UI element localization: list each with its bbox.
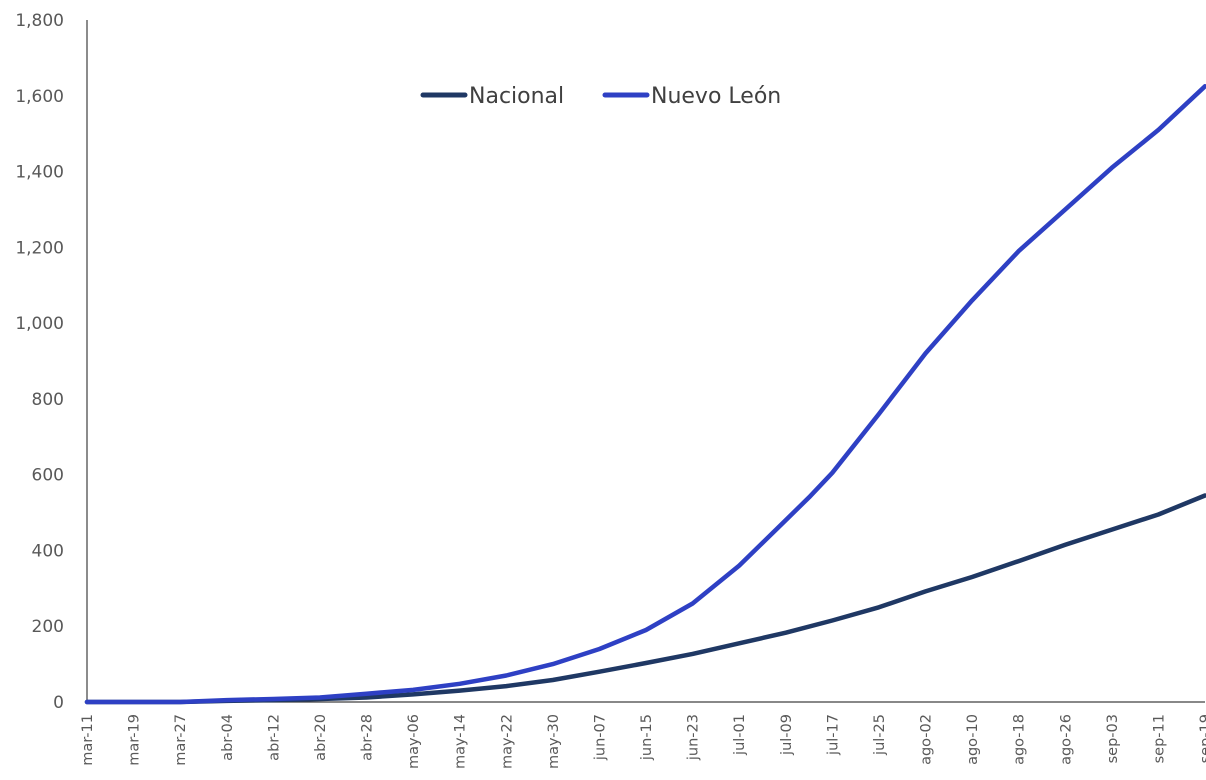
legend-label: Nuevo León xyxy=(651,84,781,109)
x-tick-label: sep-11 xyxy=(1151,714,1167,763)
x-tick-label: mar-27 xyxy=(173,714,189,766)
x-tick-label: ago-02 xyxy=(919,714,935,765)
y-tick-label: 1,000 xyxy=(15,314,64,334)
x-tick-label: jul-25 xyxy=(872,714,888,756)
x-tick-label: jun-07 xyxy=(592,714,608,761)
y-tick-label: 1,200 xyxy=(15,238,64,258)
y-axis: 0 200 400 600 800 1,000 1,200 1,400 1,600 1,800 xyxy=(15,11,88,713)
x-tick-label: abr-20 xyxy=(313,714,329,761)
x-tick-label: abr-28 xyxy=(360,714,376,761)
x-axis: mar-11 mar-19 mar-27 abr-04 abr-12 abr-20 abr-… xyxy=(80,701,1206,769)
y-tick-label: 400 xyxy=(32,541,64,561)
x-tick-label: jun-15 xyxy=(639,714,655,761)
x-tick-label: mar-19 xyxy=(127,714,143,766)
legend-label: Nacional xyxy=(469,84,564,109)
x-tick-label: may-30 xyxy=(546,714,562,769)
x-tick-label: jul-09 xyxy=(779,714,795,756)
x-tick-label: sep-03 xyxy=(1105,714,1121,763)
x-tick-label: ago-26 xyxy=(1058,714,1074,765)
y-tick-label: 1,400 xyxy=(15,163,64,183)
y-tick-label: 1,600 xyxy=(15,87,64,107)
x-tick-label: may-22 xyxy=(499,714,515,769)
series-line-nacional xyxy=(84,493,1206,705)
x-tick-label: ago-10 xyxy=(965,714,981,765)
x-tick-label: abr-12 xyxy=(266,714,282,761)
x-tick-label: jun-23 xyxy=(686,714,702,761)
y-tick-label: 600 xyxy=(32,466,64,486)
series-layer xyxy=(84,84,1206,705)
series-line-nuevo-leon xyxy=(84,84,1206,705)
x-tick-label: jul-01 xyxy=(732,714,748,756)
x-tick-label: abr-04 xyxy=(220,714,236,761)
x-tick-label: may-06 xyxy=(406,714,422,769)
x-tick-label: jul-17 xyxy=(825,714,841,756)
y-tick-label: 800 xyxy=(32,390,64,410)
x-tick-label: sep-19 xyxy=(1198,714,1206,763)
x-tick-label: mar-11 xyxy=(80,714,96,766)
legend: Nacional Nuevo León xyxy=(420,84,781,109)
x-tick-label: may-14 xyxy=(453,714,469,769)
y-tick-label: 200 xyxy=(32,617,64,637)
y-tick-label: 0 xyxy=(53,693,64,713)
x-tick-label: ago-18 xyxy=(1012,714,1028,765)
y-tick-label: 1,800 xyxy=(15,11,64,31)
